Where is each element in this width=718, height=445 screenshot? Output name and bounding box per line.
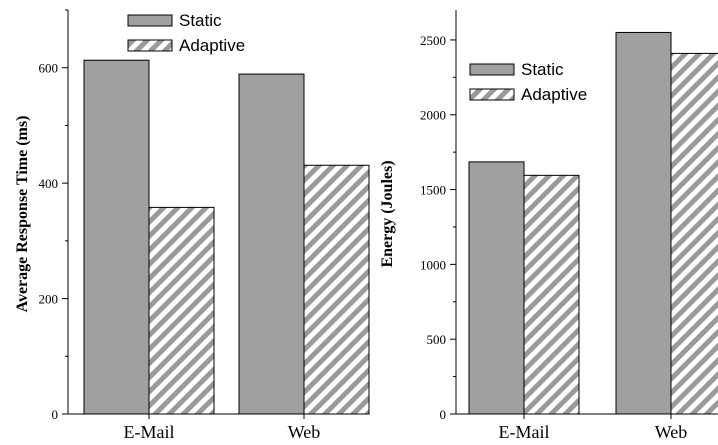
bar-static-email — [83, 59, 150, 415]
legend-label-static: Static — [521, 60, 564, 79]
y-tick-label: 0 — [440, 407, 447, 422]
y-tick-label: 500 — [427, 332, 447, 347]
bar-adaptive-web — [670, 52, 718, 415]
legend-swatch-adaptive — [127, 39, 173, 52]
y-tick-label: 2500 — [420, 33, 446, 48]
bar-adaptive-web — [303, 164, 370, 415]
y-axis-label: Average Response Time (ms) — [14, 116, 31, 313]
y-tick-label: 2000 — [420, 108, 446, 123]
x-tick-label: E-Mail — [499, 422, 550, 442]
legend-swatch-static — [127, 14, 173, 27]
y-tick-label: 0 — [52, 407, 59, 422]
legend-label-static: Static — [179, 11, 222, 30]
x-tick-label: Web — [655, 422, 688, 442]
bar-static-web — [615, 31, 672, 415]
bar-adaptive-email — [148, 206, 215, 415]
legend-swatch-static — [469, 63, 515, 76]
y-tick-label: 1000 — [420, 257, 446, 272]
legend-label-adaptive: Adaptive — [179, 36, 245, 55]
x-tick-label: E-Mail — [124, 422, 175, 442]
y-tick-label: 1500 — [420, 183, 446, 198]
bar-static-web — [238, 73, 305, 415]
bar-adaptive-email — [523, 174, 580, 415]
energy-chart: Energy (Joules) 0 500 1000 1500 2000 2500 E-Ma… — [379, 10, 718, 442]
response-time-chart: Average Response Time (ms) 0 200 400 600 E-M… — [14, 9, 370, 442]
legend-label-adaptive: Adaptive — [521, 85, 587, 104]
y-tick-label: 400 — [39, 176, 59, 191]
legend-swatch-adaptive — [469, 88, 515, 101]
y-tick-label: 600 — [39, 61, 59, 76]
bar-static-email — [468, 161, 525, 415]
x-tick-label: Web — [288, 422, 321, 442]
y-axis-label: Energy (Joules) — [379, 160, 396, 267]
y-tick-label: 200 — [39, 292, 59, 307]
